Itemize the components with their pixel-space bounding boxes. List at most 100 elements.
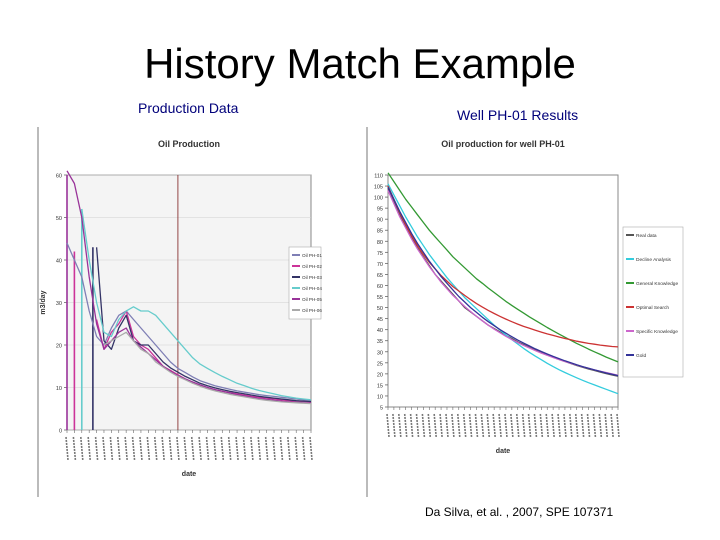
- y-tick-label: 105: [374, 185, 383, 191]
- x-tick-date-label: [257, 436, 262, 461]
- y-tick-label: 20: [377, 372, 383, 378]
- x-tick-date-label: [498, 413, 502, 438]
- well-ph01-chart: Oil production for well PH-01 5 10 15 20 25 30…: [361, 139, 684, 455]
- x-tick-date-label: [386, 413, 390, 438]
- x-tick-date-label: [480, 413, 485, 438]
- x-tick-date-label: [510, 413, 514, 438]
- x-tick-date-label: [403, 413, 408, 438]
- series-line-general-knowledge: [387, 172, 619, 363]
- y-tick-label: 25: [377, 361, 383, 367]
- legend-entry: Optimal Search: [636, 305, 669, 311]
- series-line-oil-ph-06: [103, 331, 312, 405]
- x-axis-label: date: [182, 471, 197, 478]
- x-tick-date-label: [301, 436, 306, 461]
- y-tick-label: 60: [56, 174, 62, 180]
- x-axis-label: date: [496, 448, 511, 455]
- x-tick-date-label: [486, 413, 491, 438]
- y-tick-label: 30: [56, 301, 62, 307]
- x-tick-date-label: [616, 413, 620, 438]
- x-tick-date-label: [392, 413, 396, 438]
- x-tick-date-label: [220, 436, 225, 461]
- x-tick-date-label: [569, 413, 573, 438]
- x-tick-date-label: [433, 413, 437, 438]
- series-line-decline-analysis: [387, 183, 619, 395]
- x-tick-date-label: [421, 413, 426, 438]
- series-line-oil-ph-01: [66, 242, 312, 401]
- y-tick-label: 40: [56, 259, 62, 265]
- x-tick-date-label: [131, 436, 136, 461]
- x-tick-date-label: [139, 436, 143, 461]
- x-tick-date-label: [409, 413, 414, 438]
- x-tick-date-label: [250, 436, 254, 461]
- y-tick-label: 0: [59, 429, 62, 435]
- series-line-oil-ph-04: [81, 208, 312, 401]
- x-tick-date-label: [539, 413, 544, 438]
- x-tick-date-label: [456, 413, 461, 438]
- x-tick-date-label: [515, 413, 520, 438]
- y-tick-label: 95: [377, 207, 383, 213]
- y-axis-label: m3/day: [40, 290, 47, 314]
- x-tick-date-label: [264, 436, 269, 461]
- x-tick-date-label: [87, 436, 91, 461]
- x-tick-date-label: [183, 436, 188, 461]
- y-tick-label: 30: [377, 350, 383, 356]
- legend-box: [622, 226, 684, 378]
- y-tick-label: 35: [377, 339, 383, 345]
- x-tick-date-label: [610, 413, 614, 438]
- x-tick-date-label: [294, 436, 299, 461]
- x-tick-date-label: [242, 436, 247, 461]
- legend-entry: Decline Analysis: [636, 257, 672, 263]
- x-tick-date-label: [462, 413, 467, 438]
- x-tick-date-label: [287, 436, 291, 461]
- legend-entry: Oil PH-04: [302, 286, 322, 291]
- x-tick-date-label: [574, 413, 579, 438]
- x-tick-date-label: [190, 436, 195, 461]
- x-tick-date-label: [161, 436, 165, 461]
- legend-entry: Oil PH-02: [302, 264, 322, 269]
- x-tick-date-label: [586, 413, 591, 438]
- legend-entry: Real data: [636, 233, 657, 239]
- y-tick-label: 50: [56, 216, 62, 222]
- x-tick-date-label: [580, 413, 585, 438]
- x-tick-date-label: [504, 413, 508, 438]
- y-tick-label: 110: [374, 174, 383, 180]
- x-tick-date-label: [445, 413, 449, 438]
- x-tick-date-label: [109, 436, 114, 461]
- x-tick-date-label: [551, 413, 555, 438]
- well-results-label: Well PH-01 Results: [457, 107, 579, 123]
- y-tick-label: 10: [56, 386, 62, 392]
- x-tick-date-label: [279, 436, 284, 461]
- legend: Real data Decline Analysis General Knowled…: [622, 226, 684, 378]
- x-tick-date-label: [146, 436, 151, 461]
- x-tick-date-label: [65, 436, 69, 461]
- x-tick-date-label: [124, 436, 128, 461]
- x-tick-date-label: [545, 413, 550, 438]
- x-tick-date-label: [468, 413, 473, 438]
- series-line-oil-ph-05: [66, 170, 312, 404]
- x-tick-date-label: [439, 413, 443, 438]
- x-tick-date-label: [527, 413, 532, 438]
- legend: Oil PH-01 Oil PH-02 Oil PH-03 Oil PH-04 Oil …: [288, 246, 322, 320]
- x-tick-date-label: [116, 436, 121, 461]
- x-tick-date-label: [94, 436, 99, 461]
- plot-area: [387, 174, 619, 408]
- x-tick-date-label: [533, 413, 538, 438]
- y-tick-label: 100: [374, 196, 383, 202]
- y-tick-label: 50: [377, 306, 383, 312]
- x-tick-date-label: [557, 413, 561, 438]
- legend-entry: Oil PH-03: [302, 275, 322, 280]
- x-tick-date-label: [227, 436, 232, 461]
- x-tick-date-label: [563, 413, 567, 438]
- x-tick-date-label: [451, 413, 455, 438]
- x-tick-date-label: [309, 436, 313, 461]
- chart-title: Oil production for well PH-01: [441, 139, 565, 149]
- y-tick-label: 15: [377, 383, 383, 389]
- legend-entry: Oil PH-01: [302, 253, 322, 258]
- x-tick-date-label: [72, 436, 77, 461]
- x-tick-date-label: [198, 436, 202, 461]
- x-tick-date-label: [176, 436, 180, 461]
- x-tick-date-label: [598, 413, 603, 438]
- legend-entry: Oil PH-05: [302, 297, 322, 302]
- x-tick-date-label: [272, 436, 276, 461]
- series-line-gold: [387, 186, 619, 377]
